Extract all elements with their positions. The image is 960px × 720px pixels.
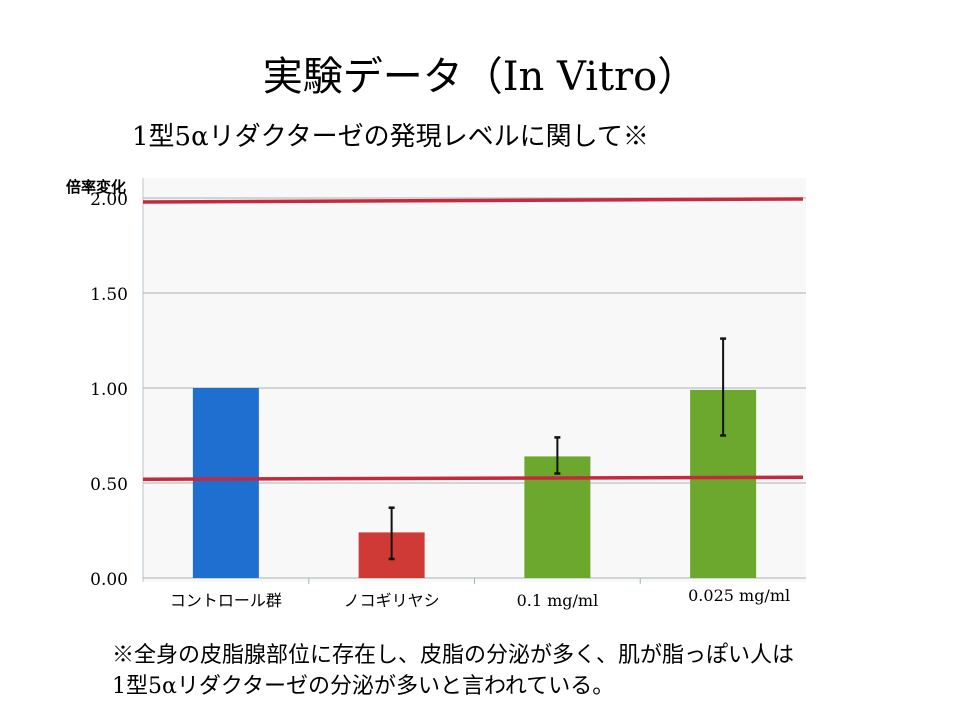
reference-line — [142, 475, 804, 481]
slide-title: 実験データ（In Vitro） — [262, 54, 698, 100]
x-category-label: 0.025 mg/ml — [688, 586, 790, 605]
x-category-label: コントロール群 — [170, 591, 282, 610]
footnote-line-1: ※全身の皮脂腺部位に存在し、皮脂の分泌が多く、肌が脂っぽい人は — [112, 643, 795, 668]
y-tick-label: 0.00 — [90, 570, 128, 590]
bar — [192, 388, 259, 578]
y-tick-label: 0.50 — [90, 475, 128, 495]
footnote: ※全身の皮脂腺部位に存在し、皮脂の分泌が多く、肌が脂っぽい人は 1型5αリダクタ… — [112, 640, 794, 702]
y-tick-label: 2.00 — [90, 190, 128, 210]
x-category-label: 0.1 mg/ml — [517, 591, 599, 610]
y-tick-label: 1.50 — [90, 285, 128, 305]
slide-subtitle: 1型5αリダクターゼの発現レベルに関して※ — [132, 122, 649, 152]
y-tick-label: 1.00 — [90, 380, 128, 400]
footnote-line-2: 1型5αリダクターゼの分泌が多いと言われている。 — [112, 674, 615, 699]
reference-line — [142, 197, 804, 204]
bar-chart: 0.00 0.50 1.00 1.50 2.00 コントロール群 ノコギリヤシ 0.1 mg… — [66, 178, 806, 610]
x-category-label: ノコギリヤシ — [344, 591, 440, 610]
y-axis-label: 倍率変化 — [66, 178, 126, 196]
